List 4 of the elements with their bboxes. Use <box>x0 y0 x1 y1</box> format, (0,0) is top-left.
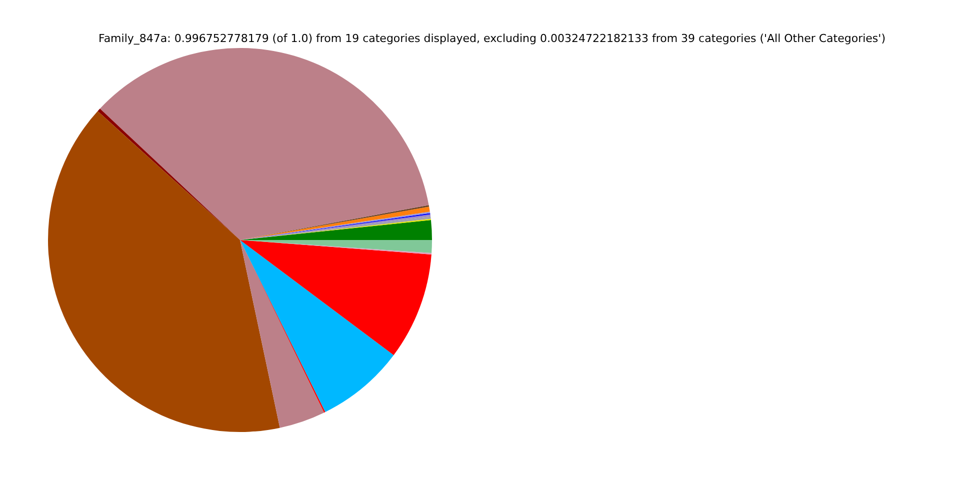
pie-slice <box>240 240 432 356</box>
pie-slice <box>240 240 394 412</box>
pie-slice <box>48 111 280 432</box>
text: Family_847a: 0.996752778179 (of 1.0) from 19 categories displayed, excluding 0.00324722182133 from 39 categories ('All Other Categories') <box>98 32 886 45</box>
